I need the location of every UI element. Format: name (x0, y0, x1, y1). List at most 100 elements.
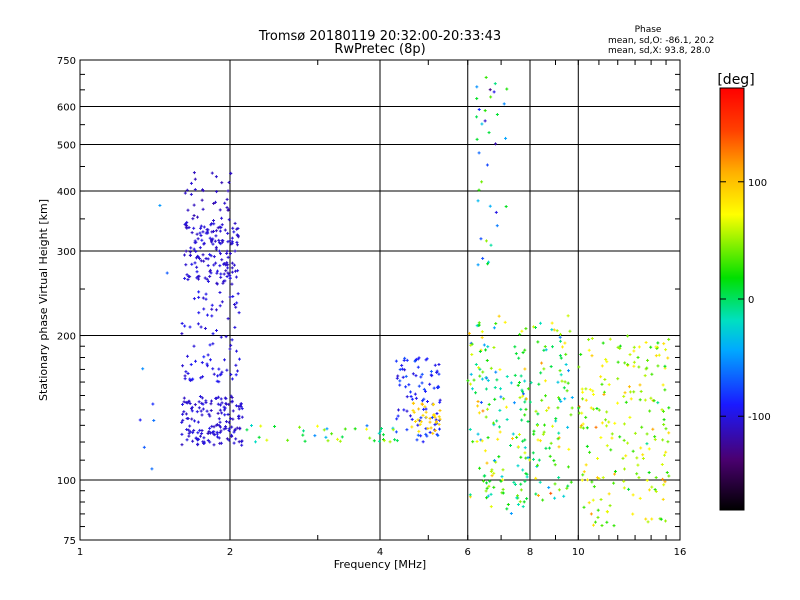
data-point (607, 420, 611, 424)
data-point (234, 373, 238, 377)
data-point (195, 276, 199, 280)
data-point (237, 357, 241, 361)
data-point (437, 422, 441, 426)
data-point (588, 450, 592, 454)
data-point (420, 372, 424, 376)
data-point (199, 376, 203, 380)
data-point (234, 275, 238, 279)
data-point (656, 341, 660, 345)
data-point (437, 372, 441, 376)
data-point (556, 406, 560, 410)
data-point (540, 361, 544, 365)
data-point (485, 481, 489, 485)
data-point (513, 483, 517, 487)
data-point (228, 274, 232, 278)
data-point (198, 394, 202, 398)
data-point (628, 390, 632, 394)
data-point (504, 405, 508, 409)
data-point (215, 396, 219, 400)
data-point (186, 417, 190, 421)
data-point (597, 477, 601, 481)
data-point (254, 440, 258, 444)
data-point (183, 191, 187, 195)
data-point (228, 347, 232, 351)
data-point (200, 401, 204, 405)
stats-line-o: mean, sd,O: -86.1, 20.2 (608, 36, 714, 46)
data-point (403, 368, 407, 372)
data-point (654, 345, 658, 349)
data-point (626, 334, 630, 338)
data-point (468, 427, 472, 431)
data-point (220, 223, 224, 227)
data-point (435, 369, 439, 373)
data-point (592, 407, 596, 411)
data-point (632, 360, 636, 364)
data-point (492, 90, 496, 94)
data-point (502, 102, 506, 106)
data-point (228, 276, 232, 280)
data-point (493, 397, 497, 401)
data-point (552, 459, 556, 463)
data-point (632, 390, 636, 394)
data-point (521, 394, 525, 398)
data-point (589, 512, 593, 516)
data-point (523, 446, 527, 450)
data-point (197, 406, 201, 410)
data-point (198, 231, 202, 235)
data-point (218, 373, 222, 377)
y-tick-label: 200 (57, 332, 76, 343)
data-point (229, 417, 233, 421)
data-point (413, 359, 417, 363)
data-point (410, 397, 414, 401)
data-point (235, 426, 239, 430)
data-point (482, 343, 486, 347)
data-point (536, 412, 540, 416)
data-point (662, 423, 666, 427)
data-point (201, 189, 205, 193)
data-point (622, 479, 626, 483)
data-point (480, 439, 484, 443)
y-tick-label: 300 (57, 247, 76, 258)
data-point (227, 420, 231, 424)
data-point (199, 234, 203, 238)
data-point (557, 445, 561, 449)
data-point (188, 430, 192, 434)
data-point (537, 458, 541, 462)
data-point (187, 274, 191, 278)
data-point (240, 415, 244, 419)
data-point (412, 410, 416, 414)
data-point (158, 203, 162, 207)
data-point (353, 427, 357, 431)
data-point (641, 453, 645, 457)
data-point (206, 279, 210, 283)
data-point (476, 263, 480, 267)
data-point (516, 464, 520, 468)
data-point (182, 400, 186, 404)
data-point (551, 424, 555, 428)
data-point (234, 437, 238, 441)
colorbar-tick-label: -100 (748, 412, 771, 423)
data-point (541, 498, 545, 502)
data-point (645, 366, 649, 370)
data-point (192, 428, 196, 432)
data-point (639, 389, 643, 393)
data-point (340, 435, 344, 439)
data-point (484, 415, 488, 419)
data-point (417, 407, 421, 411)
data-point (183, 374, 187, 378)
data-point (188, 250, 192, 254)
data-point (223, 228, 227, 232)
data-point (234, 305, 238, 309)
data-point (638, 383, 642, 387)
data-point (535, 463, 539, 467)
data-point (523, 451, 527, 455)
data-point (485, 496, 489, 500)
data-point (605, 424, 609, 428)
data-point (487, 402, 491, 406)
data-point (526, 387, 530, 391)
data-point (645, 442, 649, 446)
data-point (196, 215, 200, 219)
data-point (493, 82, 497, 86)
data-point (638, 496, 642, 500)
data-point (436, 434, 440, 438)
